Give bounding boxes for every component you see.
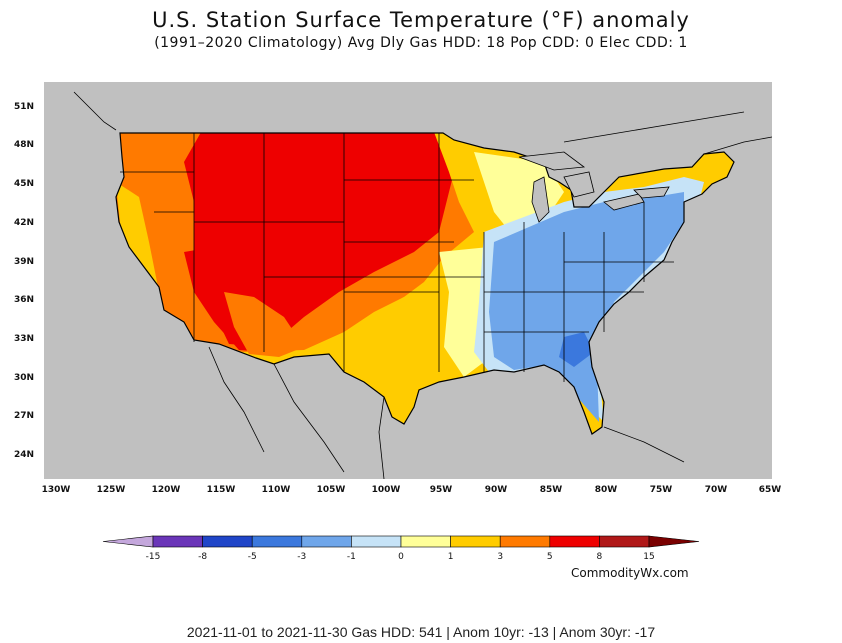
colorbar-segment bbox=[301, 535, 352, 548]
lon-tick: 105W bbox=[316, 485, 346, 495]
lon-tick: 75W bbox=[649, 485, 673, 495]
lat-tick: 27N bbox=[14, 411, 35, 421]
colorbar-label: -8 bbox=[198, 552, 208, 562]
lon-tick: 80W bbox=[594, 485, 618, 495]
lon-tick: 100W bbox=[371, 485, 401, 495]
lon-tick: 70W bbox=[704, 485, 728, 495]
footer-summary: 2021-11-01 to 2021-11-30 Gas HDD: 541 | … bbox=[186, 624, 656, 640]
lat-tick: 48N bbox=[14, 140, 35, 150]
lon-tick: 95W bbox=[429, 485, 453, 495]
colorbar-segment bbox=[549, 535, 600, 548]
great-lakes bbox=[518, 151, 670, 223]
colorbar-segment bbox=[400, 535, 451, 548]
lon-tick: 65W bbox=[758, 485, 782, 495]
colorbar-label: 3 bbox=[497, 552, 504, 562]
lon-tick: 90W bbox=[484, 485, 508, 495]
colorbar-extend-low bbox=[102, 535, 154, 548]
colorbar-label: -1 bbox=[346, 552, 356, 562]
colorbar-label: 8 bbox=[596, 552, 603, 562]
lon-tick: 110W bbox=[261, 485, 291, 495]
map-title: U.S. Station Surface Temperature (°F) an… bbox=[152, 8, 690, 32]
colorbar-label: 0 bbox=[398, 552, 404, 562]
lon-tick: 85W bbox=[539, 485, 563, 495]
lon-tick: 125W bbox=[96, 485, 126, 495]
lat-tick: 45N bbox=[14, 179, 35, 189]
temperature-anomaly-map bbox=[44, 82, 772, 479]
lat-tick: 36N bbox=[14, 295, 35, 305]
lat-tick: 42N bbox=[14, 218, 35, 228]
lon-tick: 115W bbox=[206, 485, 236, 495]
lat-tick: 33N bbox=[14, 334, 35, 344]
colorbar-segment bbox=[202, 535, 253, 548]
colorbar-segment bbox=[152, 535, 203, 548]
lat-tick: 30N bbox=[14, 373, 35, 383]
credit-text: CommodityWx.com bbox=[571, 566, 689, 580]
colorbar-label: 5 bbox=[546, 552, 553, 562]
colorbar-label: -15 bbox=[145, 552, 161, 562]
lat-tick: 39N bbox=[14, 257, 35, 267]
colorbar-label: 15 bbox=[643, 552, 655, 562]
state-borders bbox=[120, 133, 674, 382]
anomaly-field bbox=[116, 133, 734, 434]
lon-tick: 130W bbox=[41, 485, 71, 495]
colorbar-segment bbox=[599, 535, 650, 548]
colorbar-segment bbox=[251, 535, 303, 548]
lon-tick: 120W bbox=[151, 485, 181, 495]
lat-tick: 51N bbox=[14, 102, 35, 112]
colorbar-segment bbox=[450, 535, 501, 548]
colorbar-segment bbox=[499, 535, 551, 548]
conus-outline bbox=[115, 132, 735, 435]
map-subtitle: (1991–2020 Climatology) Avg Dly Gas HDD:… bbox=[154, 35, 688, 51]
coastlines bbox=[73, 91, 772, 479]
colorbar-extend-high bbox=[648, 535, 700, 548]
colorbar-label: -5 bbox=[247, 552, 257, 562]
colorbar-label: 1 bbox=[447, 552, 454, 562]
colorbar-label: -3 bbox=[297, 552, 307, 562]
colorbar-segment bbox=[351, 535, 402, 548]
lat-tick: 24N bbox=[14, 450, 35, 460]
colorbar bbox=[102, 535, 700, 548]
